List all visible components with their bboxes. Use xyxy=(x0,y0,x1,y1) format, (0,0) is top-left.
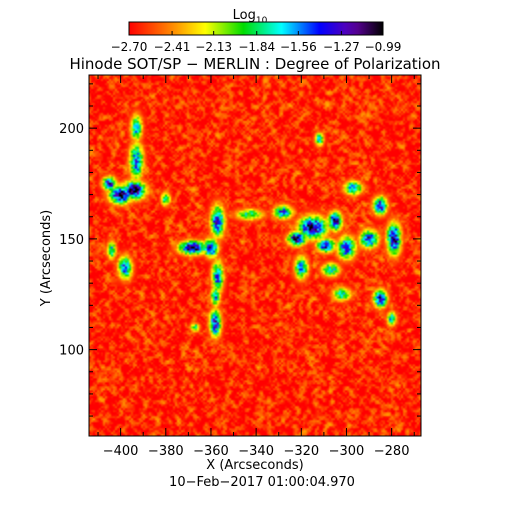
y-tick-label: 200 xyxy=(59,122,84,137)
colorbar-tick-label: −2.13 xyxy=(195,40,232,54)
x-tick-label: −280 xyxy=(374,444,410,459)
colorbar: Log10 −2.70 −2.41 −2.13 −1.84 −1.56 −1.27 −0.9… xyxy=(111,8,402,54)
y-tick-label: 150 xyxy=(59,233,84,248)
colorbar-tick-label: −0.99 xyxy=(365,40,402,54)
polarization-heatmap xyxy=(89,75,421,436)
x-tick-label: −400 xyxy=(103,444,139,459)
x-tick-label: −340 xyxy=(238,444,274,459)
x-axis-label: X (Arcseconds) xyxy=(206,458,303,473)
x-tick-label: −360 xyxy=(193,444,229,459)
chart-title: Hinode SOT/SP − MERLIN : Degree of Polar… xyxy=(69,55,440,73)
colorbar-border xyxy=(128,21,384,36)
observation-date: 10−Feb−2017 01:00:04.970 xyxy=(169,475,355,490)
y-axis-label: Y (Arcseconds) xyxy=(39,210,54,307)
colorbar-tick-label: −1.56 xyxy=(280,40,317,54)
colorbar-title-subscript: 10 xyxy=(256,16,268,26)
colorbar-ticks: −2.70 −2.41 −2.13 −1.84 −1.56 −1.27 −0.99 xyxy=(111,31,402,54)
x-tick-label: −300 xyxy=(329,444,365,459)
x-tick-label: −380 xyxy=(148,444,184,459)
x-tick-label: −320 xyxy=(283,444,319,459)
colorbar-gradient-bar xyxy=(129,22,383,35)
colorbar-title-base: Log xyxy=(233,8,256,23)
colorbar-title: Log10 xyxy=(233,8,268,26)
colorbar-tick-label: −2.41 xyxy=(154,40,191,54)
y-axis: 100 150 200 xyxy=(59,83,421,417)
colorbar-tick-label: −1.27 xyxy=(323,40,360,54)
colorbar-tick-label: −1.84 xyxy=(238,40,275,54)
plot-frame xyxy=(88,74,422,437)
colorbar-tick-label: −2.70 xyxy=(111,40,148,54)
y-tick-label: 100 xyxy=(59,344,84,359)
x-axis: −400 −380 −360 −340 −320 −300 −280 xyxy=(97,75,415,459)
